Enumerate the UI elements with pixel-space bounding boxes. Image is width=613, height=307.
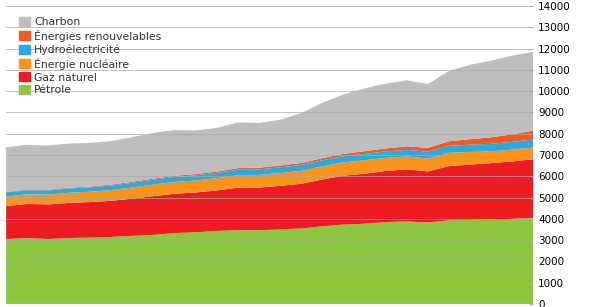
Legend: Charbon, Énergies renouvelables, Hydroélectricité, Énergie nucléaire, Gaz nature: Charbon, Énergies renouvelables, Hydroél… (17, 14, 164, 98)
